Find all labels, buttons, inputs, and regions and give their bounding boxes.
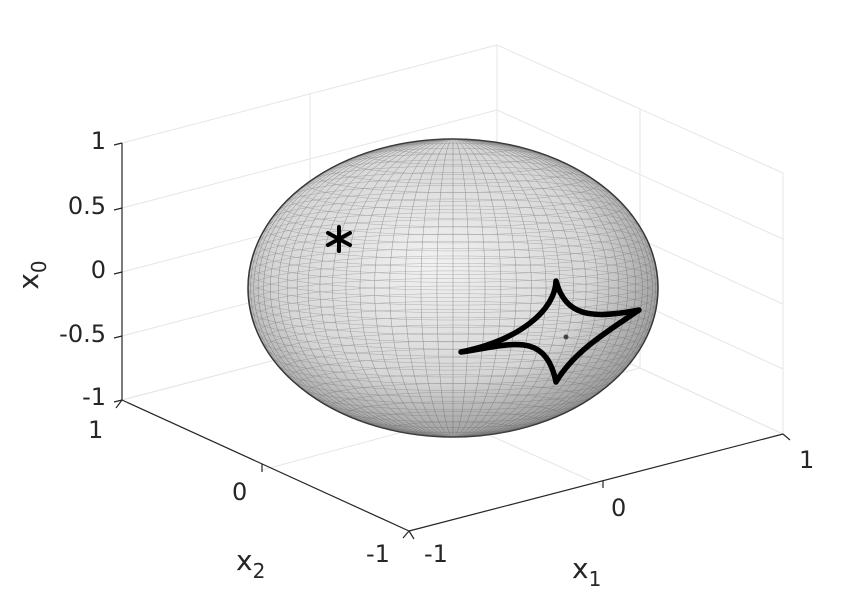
mesh-parallel bbox=[248, 270, 658, 321]
mesh-parallel bbox=[288, 178, 618, 219]
astroid-curve bbox=[458, 278, 642, 385]
y-axis-label: x2 bbox=[236, 544, 265, 583]
x-tick--1: -1 bbox=[424, 540, 448, 568]
mesh-meridian bbox=[389, 139, 517, 437]
mesh-parallel bbox=[306, 374, 600, 411]
y-tick-1: 1 bbox=[88, 416, 103, 444]
sphere-surface bbox=[247, 138, 659, 438]
mesh-meridian bbox=[270, 139, 636, 437]
mesh-parallel bbox=[248, 263, 658, 313]
x-axis-label: x1 bbox=[572, 552, 601, 591]
mesh-parallel bbox=[260, 212, 646, 260]
mesh-parallel bbox=[248, 248, 658, 298]
mesh-parallel bbox=[275, 192, 631, 235]
mesh-parallel bbox=[317, 159, 589, 193]
z-tick-0: 0 bbox=[91, 256, 106, 284]
mesh-meridian bbox=[263, 139, 643, 437]
mesh-parallel bbox=[251, 293, 655, 343]
mesh-meridian bbox=[253, 139, 653, 437]
svg-text:x2: x2 bbox=[236, 544, 265, 583]
asterisk-marker bbox=[326, 225, 352, 253]
mesh-parallel bbox=[363, 411, 543, 433]
mesh-meridian bbox=[296, 139, 610, 437]
mesh-meridian bbox=[404, 139, 502, 437]
mesh-parallel bbox=[288, 357, 618, 398]
mesh-parallel bbox=[251, 233, 655, 283]
x-tick-0: 0 bbox=[611, 494, 626, 522]
z-tick-0.5: 0.5 bbox=[68, 192, 106, 220]
mesh-parallel bbox=[248, 278, 658, 328]
mesh-meridian bbox=[248, 139, 658, 437]
mesh-parallel bbox=[248, 255, 658, 306]
svg-text:x1: x1 bbox=[572, 552, 601, 591]
x-tick-labels: -1 0 1 bbox=[424, 446, 814, 568]
mesh-parallel bbox=[281, 349, 625, 391]
z-tick-1: 1 bbox=[91, 127, 106, 155]
mesh-meridian bbox=[359, 139, 547, 437]
z-tick--0.5: -0.5 bbox=[59, 320, 106, 348]
svg-text:x0: x0 bbox=[12, 260, 51, 289]
y-tick-labels: 1 0 -1 bbox=[88, 416, 390, 568]
mesh-parallel bbox=[275, 341, 631, 384]
mesh-meridian bbox=[420, 139, 486, 437]
mesh-meridian bbox=[436, 139, 470, 437]
mesh-meridian bbox=[286, 139, 620, 437]
mesh-parallel bbox=[260, 316, 646, 364]
mesh-meridian bbox=[319, 139, 587, 437]
z-tick-labels: 1 0.5 0 -0.5 -1 bbox=[59, 127, 106, 411]
axis-lines bbox=[113, 142, 791, 540]
y-tick-0: 0 bbox=[232, 478, 247, 506]
mesh-meridian bbox=[278, 139, 628, 437]
mesh-meridian bbox=[307, 139, 599, 437]
z-axis-label: x0 bbox=[12, 260, 51, 289]
mesh-parallel bbox=[281, 185, 625, 227]
z-tick--1: -1 bbox=[82, 383, 106, 411]
mesh-parallel bbox=[317, 383, 589, 417]
mesh-meridian bbox=[250, 139, 656, 437]
mesh-parallel bbox=[329, 153, 577, 184]
mesh-parallel bbox=[297, 172, 609, 211]
x-tick-1: 1 bbox=[799, 446, 814, 474]
y-tick--1: -1 bbox=[366, 540, 390, 568]
astroid-center-dot bbox=[563, 334, 569, 340]
mesh-meridian bbox=[332, 139, 574, 437]
mesh-meridian bbox=[257, 139, 649, 437]
mesh-parallel bbox=[388, 421, 518, 437]
